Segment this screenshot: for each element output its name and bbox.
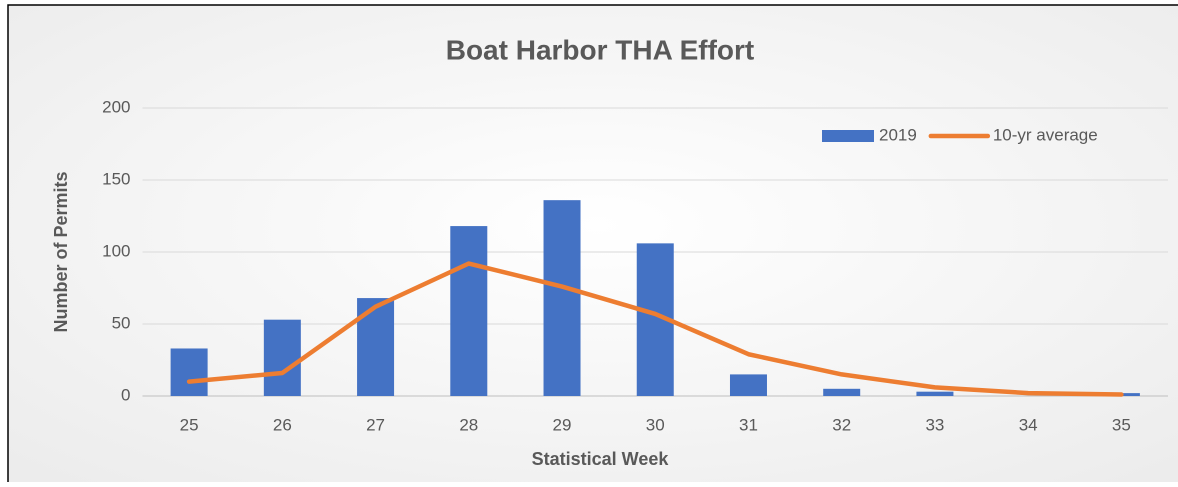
x-tick-label: 30: [646, 415, 665, 434]
line: [186, 261, 1124, 397]
bar: [823, 388, 861, 396]
chart-title: Boat Harbor THA Effort: [446, 34, 755, 65]
x-tick-label: 29: [553, 415, 572, 434]
x-tick-label: 31: [739, 415, 758, 434]
x-axis-label: Statistical Week: [532, 449, 670, 469]
chart-frame: [7, 4, 1178, 487]
x-tick-label: 34: [1019, 415, 1038, 434]
x-tick-label: 25: [180, 415, 199, 434]
bar: [729, 374, 767, 396]
x-tick-label: 26: [273, 415, 292, 434]
bar: [543, 200, 581, 396]
y-tick-label: 150: [102, 169, 130, 188]
legend-label: 2019: [879, 125, 917, 144]
legend-swatch: [822, 130, 874, 142]
y-tick-label: 100: [102, 241, 130, 260]
bar: [170, 348, 208, 396]
y-axis-label: Number of Permits: [51, 171, 71, 332]
y-tick-label: 200: [102, 97, 130, 116]
x-tick-label: 35: [1112, 415, 1131, 434]
bar: [916, 391, 954, 396]
x-tick-label: 28: [459, 415, 478, 434]
x-tick-label: 33: [925, 415, 944, 434]
bar: [263, 319, 301, 396]
y-tick-label: 0: [121, 385, 130, 404]
legend-label: 10-yr average: [993, 125, 1098, 144]
x-tick-label: 27: [366, 415, 385, 434]
y-tick-label: 50: [112, 313, 131, 332]
bar: [357, 298, 395, 396]
x-tick-label: 32: [832, 415, 851, 434]
bar: [450, 226, 488, 396]
